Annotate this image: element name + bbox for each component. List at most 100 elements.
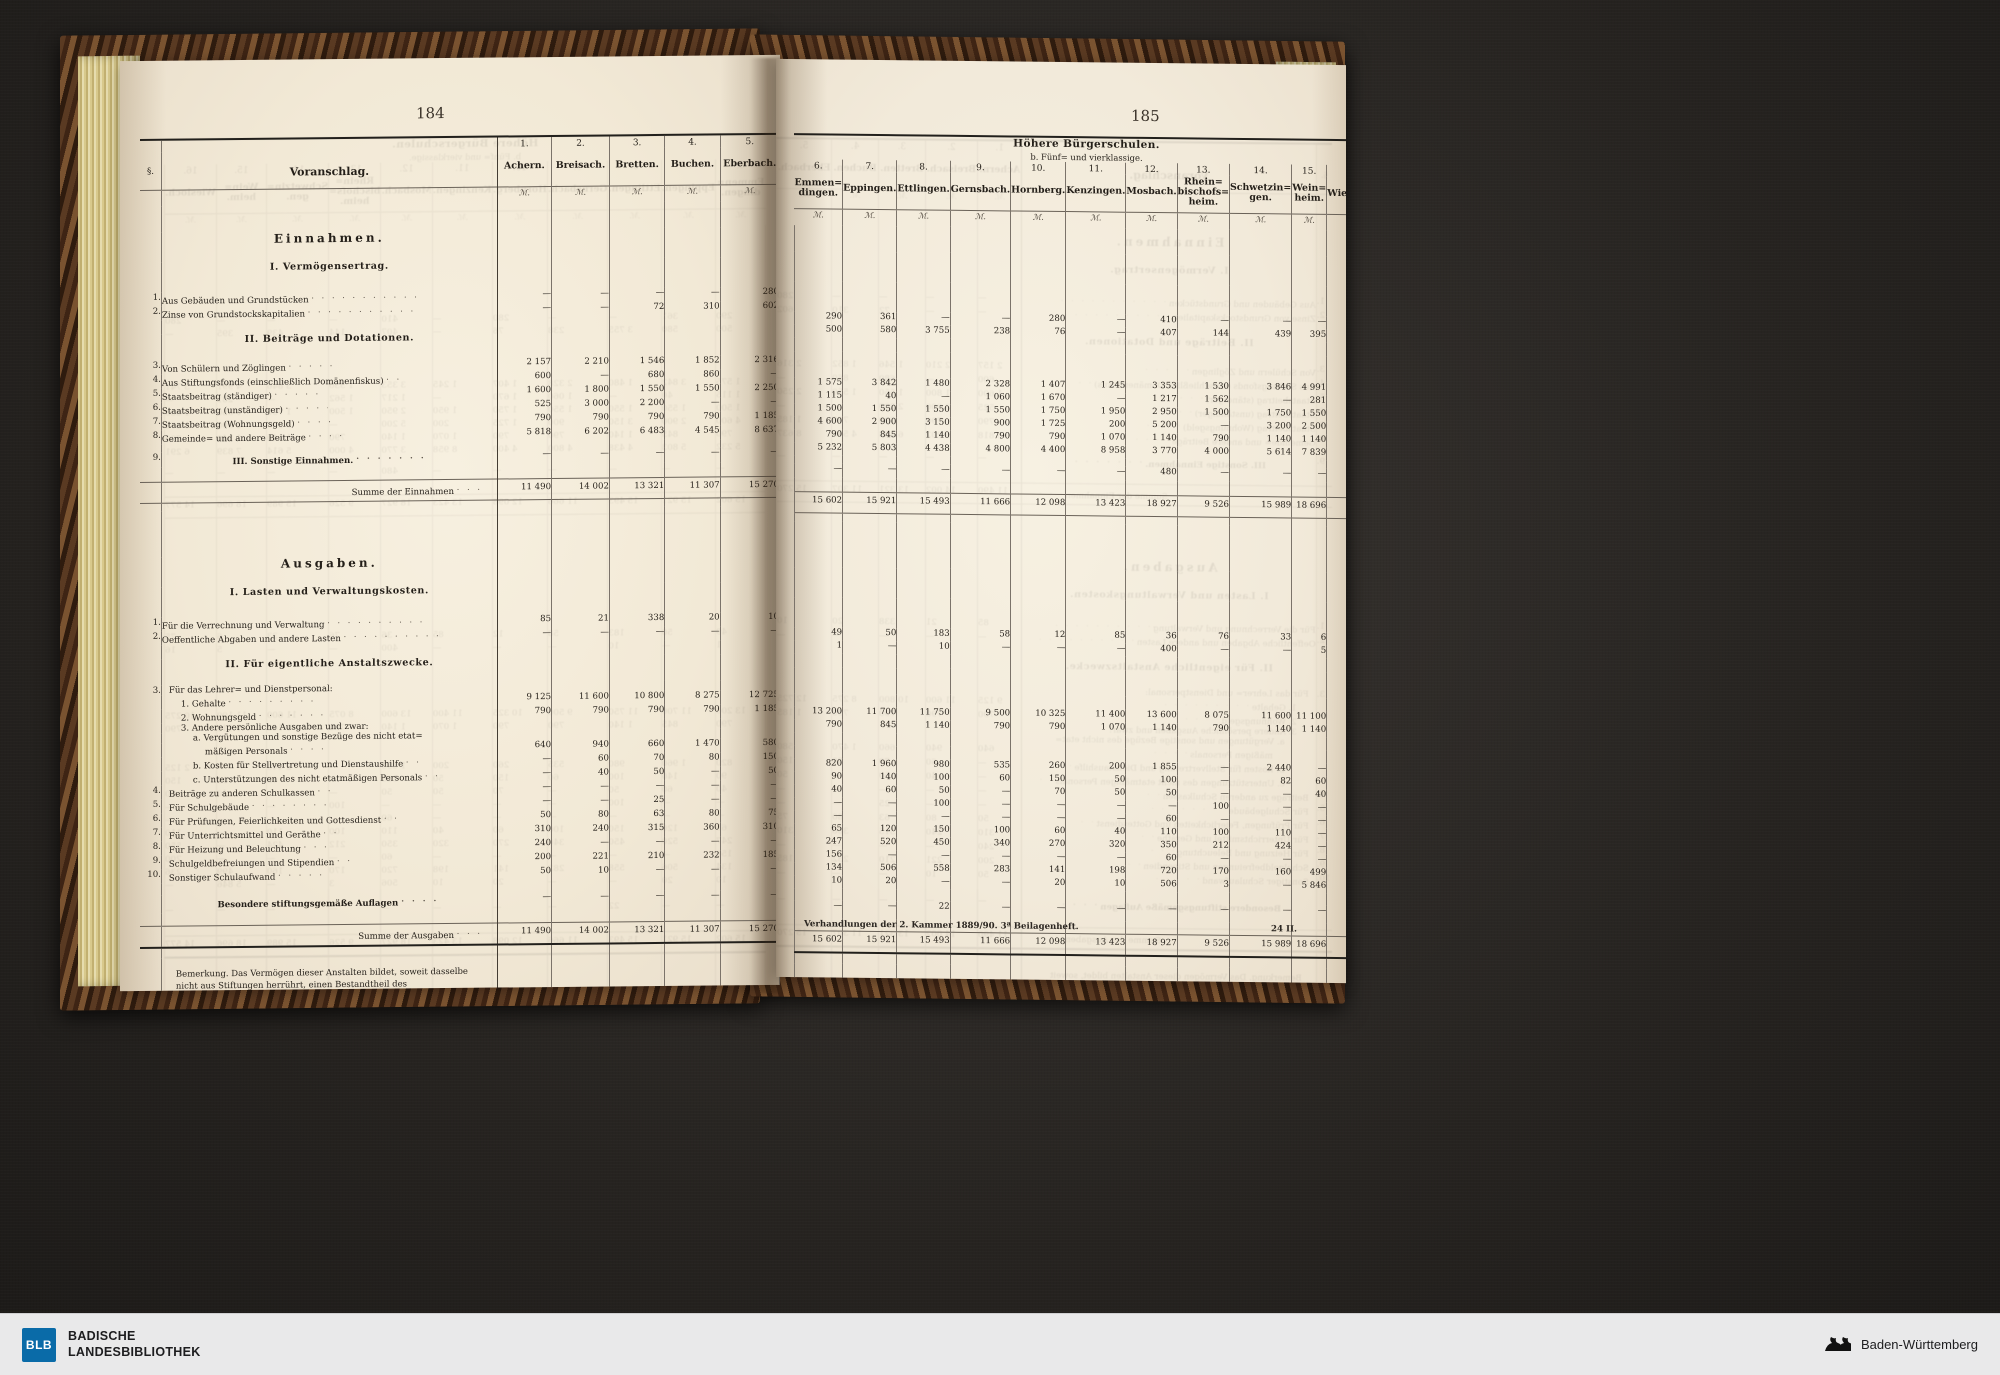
table-cell: — [1010, 642, 1066, 657]
table-cell: 790 [664, 704, 721, 719]
table-cell: 360 [664, 822, 721, 837]
table-cell: 845 [842, 719, 897, 734]
table-cell-empty [896, 568, 951, 599]
table-cell-empty [1010, 734, 1066, 749]
table-cell-empty [1010, 253, 1066, 285]
row-number: 1. [140, 292, 162, 307]
table-cell: — [497, 449, 552, 465]
table-cell: 2 200 [609, 397, 665, 413]
table-cell: — [1291, 905, 1327, 924]
table-cell-empty [1229, 255, 1292, 287]
sum-cell: 15 602 [794, 930, 843, 953]
table-cell: 1 140 [896, 720, 951, 734]
table-cell: 640 [497, 740, 552, 755]
row-number: 8. [140, 841, 162, 856]
remark-text: Bemerkung. Das Vermögen dieser Anstalten… [161, 955, 498, 992]
table-cell: 424 [1229, 840, 1292, 855]
table-cell: — [842, 463, 897, 479]
table-cell-empty [609, 728, 665, 740]
table-cell: — [842, 640, 897, 655]
column-number: 1. [497, 137, 552, 150]
table-cell-empty [950, 252, 1011, 284]
sum-cell: 11 666 [950, 493, 1011, 515]
table-cell-empty [896, 694, 951, 708]
table-cell: 2 157 [497, 357, 552, 372]
table-cell-empty [609, 257, 665, 289]
table-cell-empty [1065, 284, 1126, 315]
column-number: 3. [609, 135, 665, 149]
sum-cell: 11 307 [664, 920, 721, 943]
table-cell: 5 200 [1125, 419, 1178, 434]
column-number: 10. [1010, 161, 1066, 175]
region-brand[interactable]: Baden-Württemberg [1821, 1333, 1978, 1357]
column-number: 14. [1229, 163, 1292, 177]
table-cell: — [609, 864, 665, 880]
table-cell-empty [896, 252, 951, 283]
table-cell: 3 000 [551, 398, 610, 414]
table-cell-empty [551, 258, 610, 290]
table-cell-empty [842, 693, 897, 708]
table-cell: 4 800 [950, 443, 1011, 458]
table-cell: 1 562 [1177, 394, 1230, 408]
table-cell: — [1010, 465, 1066, 481]
table-cell-empty [950, 568, 1011, 600]
table-cell: 198 [1065, 865, 1126, 879]
table-cell: — [950, 901, 1011, 921]
currency-unit: ℳ. [896, 209, 951, 227]
budget-table: Höhere Bürgerschulen. b. Fünf= und vierkl… [794, 133, 1346, 984]
currency-unit: ℳ. [1291, 213, 1327, 231]
table-cell: 315 [609, 822, 665, 838]
table-cell-empty [609, 654, 665, 682]
table-cell-empty [1125, 696, 1178, 711]
row-number: 2. [140, 631, 162, 646]
table-cell: 60 [842, 784, 897, 799]
table-cell: 361 [842, 311, 897, 326]
table-cell-empty [1229, 601, 1292, 633]
table-cell: 506 [842, 862, 897, 877]
table-cell: — [1177, 420, 1230, 434]
table-cell: 200 [1326, 854, 1346, 869]
table-cell-empty [794, 281, 843, 312]
region-label: Baden-Württemberg [1860, 1337, 1978, 1352]
table-cell: — [1326, 880, 1346, 895]
currency-unit: ℳ. [1010, 210, 1066, 229]
table-cell-empty [497, 331, 552, 358]
row-number: 8. [140, 430, 162, 445]
currency-unit: ℳ. [950, 210, 1011, 228]
income-group-1: I. Vermögensertrag. [161, 259, 498, 293]
table-cell: 5 614 [1229, 446, 1292, 461]
table-cell: 1 550 [664, 383, 721, 398]
table-cell: 110 [1229, 827, 1292, 842]
table-cell: 860 [664, 369, 721, 384]
table-cell: 100 [896, 772, 951, 786]
table-cell-empty [1177, 601, 1230, 632]
table-cell: 240 [551, 823, 610, 839]
column-name: Emmen= dingen. [794, 171, 843, 210]
table-cell: — [497, 892, 552, 911]
table-cell: — [842, 900, 897, 920]
table-cell-empty [1229, 749, 1292, 764]
table-cell-empty [1229, 571, 1292, 603]
table-cell: 600 [497, 371, 552, 386]
table-cell-empty [497, 730, 552, 741]
table-cell: 940 [551, 739, 610, 755]
table-cell: 525 [497, 399, 552, 414]
table-cell: 790 [950, 720, 1011, 735]
table-cell: — [1229, 315, 1292, 330]
column-name: Buchen. [664, 147, 721, 186]
library-brand[interactable]: BLB BADISCHE LANDESBIBLIOTHEK [22, 1327, 201, 1362]
table-cell-empty [794, 351, 843, 378]
table-cell-empty [1229, 736, 1292, 751]
table-cell: 10 325 [1010, 708, 1066, 723]
column-number: 12. [1125, 162, 1178, 176]
table-cell-empty [896, 352, 951, 379]
currency-unit: ℳ. [842, 209, 897, 227]
table-cell-empty [950, 282, 1011, 314]
table-cell: 50 [497, 810, 552, 825]
page-number-right: 185 [1131, 106, 1160, 126]
table-cell: 80 [664, 808, 721, 823]
table-cell: 5 846 [1291, 880, 1327, 894]
table-cell: 40 [1065, 826, 1126, 840]
table-cell-empty [1177, 697, 1230, 711]
table-cell: — [1229, 788, 1292, 803]
